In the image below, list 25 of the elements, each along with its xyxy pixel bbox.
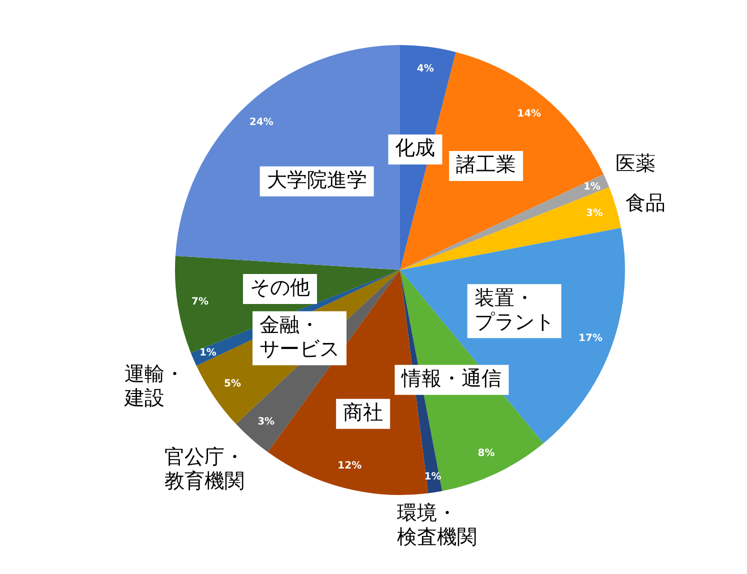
slice-label: 官公庁・教育機関 (164, 444, 245, 492)
slice-label: 商社 (343, 400, 384, 424)
data-label: 5% (224, 378, 242, 390)
data-label: 1% (199, 348, 216, 359)
slice-label: 情報・通信 (400, 366, 502, 390)
data-label: 1% (584, 181, 601, 192)
slice-label: 食品 (626, 190, 666, 215)
slice-label: 医薬 (616, 150, 656, 175)
data-label: 3% (586, 208, 603, 220)
slice-label: 装置・プラント (474, 285, 554, 334)
data-label: 7% (192, 296, 208, 308)
slice-label: 大学院進学 (266, 168, 367, 192)
data-label: 3% (258, 416, 275, 428)
data-label: 24% (249, 116, 274, 128)
data-label: 4% (416, 64, 434, 75)
slice-label: 化成 (395, 136, 436, 160)
slice-label: 諸工業 (456, 152, 516, 176)
data-label: 17% (578, 333, 602, 344)
data-label: 12% (338, 460, 362, 472)
slice-label: 運輸・建設 (123, 362, 184, 410)
data-label: 8% (478, 448, 495, 459)
slice-label: 環境・検査機関 (396, 500, 477, 548)
slice-label: その他 (250, 275, 310, 300)
data-label: 14% (517, 108, 542, 120)
slice-label: 金融・サービス (260, 312, 340, 360)
